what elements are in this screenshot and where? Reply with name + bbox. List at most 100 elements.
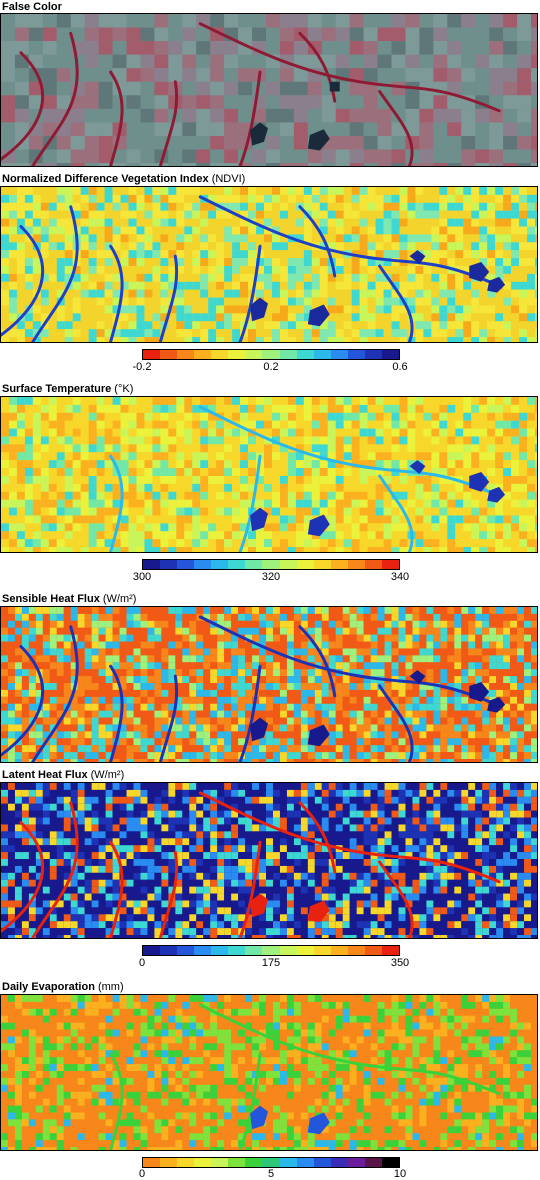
surface-temperature-tick-mid: 320 [261,571,281,583]
sensible-heat-flux-title: Sensible Heat Flux (W/m²) [2,593,136,605]
daily-evaporation-tick-min: 0 [138,1168,146,1180]
latent-heat-flux-image [0,782,538,939]
surface-temperature-image [0,396,538,553]
colorbar-swatch [279,560,297,569]
false-color-image [0,13,538,167]
false-color-title: False Color [2,1,62,13]
colorbar-swatch [313,560,331,569]
colorbar-swatch [143,560,161,569]
ndvi-tick-mid: 0.2 [263,361,279,373]
daily-evaporation-title-text: Daily Evaporation [2,981,95,993]
image-canvas [1,14,537,166]
sensible-heat-flux-title-text: Sensible Heat Flux [2,593,100,605]
surface-temperature-tick-max: 340 [390,571,410,583]
colorbar-swatch [177,946,195,955]
ndvi-title: Normalized Difference Vegetation Index (… [2,173,245,185]
colorbar-swatch [364,1158,382,1167]
latent-heat-flux-title: Latent Heat Flux (W/m²) [2,769,124,781]
ndvi-image [0,186,538,343]
latent-heat-flux-tick-mid: 175 [261,957,281,969]
daily-evaporation-image [0,994,538,1151]
colorbar-swatch [228,1158,246,1167]
colorbar-swatch [228,350,246,359]
image-canvas [1,995,537,1150]
colorbar-swatch [347,350,365,359]
daily-evaporation-colorbar [142,1157,400,1168]
latent-heat-flux-tick-min: 0 [138,957,146,969]
daily-evaporation-tick-max: 10 [393,1168,407,1180]
colorbar-swatch [211,350,229,359]
colorbar-swatch [347,1158,365,1167]
colorbar-swatch [296,946,314,955]
colorbar-swatch [177,560,195,569]
colorbar-swatch [245,560,263,569]
colorbar-swatch [381,560,399,569]
colorbar-swatch [381,946,399,955]
colorbar-swatch [177,350,195,359]
colorbar-swatch [313,946,331,955]
colorbar-swatch [364,350,382,359]
ndvi-title-text: Normalized Difference Vegetation Index [2,173,209,185]
colorbar-swatch [194,350,212,359]
colorbar-swatch [381,1158,399,1167]
colorbar-swatch [313,350,331,359]
sensible-heat-flux-image [0,606,538,763]
colorbar-swatch [228,560,246,569]
colorbar-swatch [330,560,348,569]
latent-heat-flux-tick-max: 350 [390,957,410,969]
colorbar-swatch [194,946,212,955]
colorbar-swatch [330,1158,348,1167]
latent-heat-flux-unit: (W/m²) [90,769,125,781]
colorbar-swatch [279,946,297,955]
colorbar-swatch [296,350,314,359]
image-canvas [1,607,537,762]
colorbar-swatch [262,1158,280,1167]
colorbar-swatch [330,946,348,955]
colorbar-swatch [211,560,229,569]
colorbar-swatch [143,946,161,955]
colorbar-swatch [143,350,161,359]
ndvi-tick-max: 0.6 [392,361,408,373]
colorbar-swatch [245,946,263,955]
ndvi-tick-min: -0.2 [132,361,152,373]
colorbar-swatch [296,1158,314,1167]
colorbar-swatch [160,946,178,955]
latent-heat-flux-colorbar [142,945,400,956]
surface-temperature-tick-min: 300 [132,571,152,583]
surface-temperature-colorbar [142,559,400,570]
colorbar-swatch [279,1158,297,1167]
image-canvas [1,783,537,938]
colorbar-swatch [211,946,229,955]
sensible-heat-flux-unit: (W/m²) [102,593,137,605]
daily-evaporation-tick-mid: 5 [267,1168,275,1180]
colorbar-swatch [160,350,178,359]
image-canvas [1,187,537,342]
colorbar-swatch [330,350,348,359]
daily-evaporation-title: Daily Evaporation (mm) [2,981,124,993]
colorbar-swatch [245,1158,263,1167]
colorbar-swatch [296,560,314,569]
false-color-title-text: False Color [2,1,62,13]
colorbar-swatch [228,946,246,955]
colorbar-swatch [160,560,178,569]
colorbar-swatch [313,1158,331,1167]
colorbar-swatch [211,1158,229,1167]
latent-heat-flux-title-text: Latent Heat Flux [2,769,88,781]
colorbar-swatch [262,946,280,955]
surface-temperature-title: Surface Temperature (°K) [2,383,133,395]
colorbar-swatch [347,560,365,569]
colorbar-swatch [194,560,212,569]
surface-temperature-title-text: Surface Temperature [2,383,112,395]
colorbar-swatch [347,946,365,955]
colorbar-swatch [160,1158,178,1167]
colorbar-swatch [381,350,399,359]
surface-temperature-unit: (°K) [114,383,134,395]
colorbar-swatch [364,946,382,955]
colorbar-swatch [194,1158,212,1167]
colorbar-swatch [245,350,263,359]
colorbar-swatch [279,350,297,359]
colorbar-swatch [364,560,382,569]
ndvi-colorbar [142,349,400,360]
colorbar-swatch [143,1158,161,1167]
colorbar-swatch [177,1158,195,1167]
